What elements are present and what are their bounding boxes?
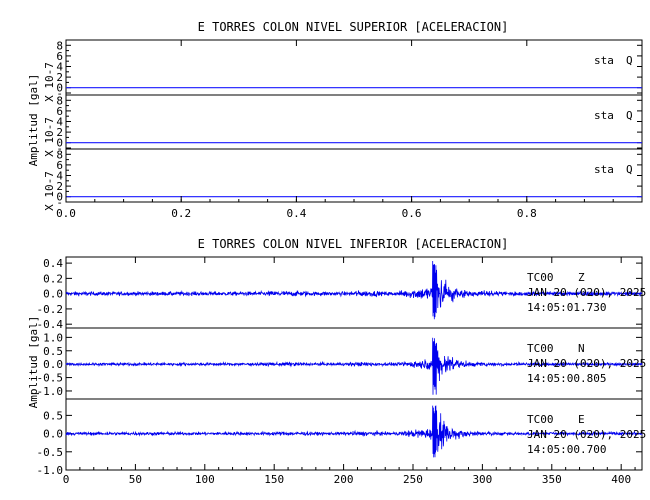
bottom-y-tick-label: 0.0	[43, 358, 63, 371]
top-trace-station-label: sta	[594, 163, 614, 176]
top-y-tick-label: 6	[56, 105, 63, 118]
top-scale-label: X 10-7	[43, 171, 56, 211]
bottom-x-tick-label: 250	[403, 473, 423, 486]
top-y-tick-label: 8	[56, 39, 63, 52]
top-trace-channel-label: Q	[626, 54, 633, 67]
bottom-x-tick-label: 50	[129, 473, 142, 486]
top-y-tick-label: -	[56, 87, 63, 100]
top-y-tick-label: 4	[56, 61, 63, 74]
top-x-tick-label: 0.4	[286, 207, 306, 220]
top-y-tick-label: 0	[56, 137, 63, 150]
bottom-y-tick-label: -1.0	[37, 385, 64, 398]
bottom-y-tick-label: -1.0	[37, 464, 64, 477]
bottom-y-tick-label: 0.2	[43, 272, 63, 285]
top-y-tick-label: 8	[56, 94, 63, 107]
bottom-y-tick-label: 0.5	[43, 345, 63, 358]
bottom-trace-time: 14:05:00.805	[527, 372, 606, 385]
bottom-chart-title: E TORRES COLON NIVEL INFERIOR [ACELERACI…	[198, 237, 509, 251]
top-trace-channel-label: Q	[626, 163, 633, 176]
top-y-tick-label: 0	[56, 191, 63, 204]
top-y-tick-label: 8	[56, 148, 63, 161]
top-trace-station-label: sta	[594, 109, 614, 122]
top-y-tick-label: -	[56, 196, 63, 209]
top-trace-channel-label: Q	[626, 109, 633, 122]
top-x-tick-label: 0.2	[171, 207, 191, 220]
bottom-waveform-z	[65, 260, 643, 320]
top-chart-title: E TORRES COLON NIVEL SUPERIOR [ACELERACI…	[198, 20, 509, 34]
top-y-tick-label: 4	[56, 116, 63, 129]
bottom-x-tick-label: 0	[63, 473, 70, 486]
bottom-x-tick-label: 100	[195, 473, 215, 486]
top-y-tick-label: 6	[56, 50, 63, 63]
bottom-y-tick-label: -0.4	[37, 318, 64, 331]
top-trace-station-label: sta	[594, 54, 614, 67]
top-y-axis-label: Amplitud [gal]	[27, 74, 40, 167]
top-y-tick-label: 2	[56, 71, 63, 84]
bottom-y-tick-label: -0.2	[37, 303, 64, 316]
bottom-x-tick-label: 350	[542, 473, 562, 486]
top-scale-label: X 10-7	[43, 117, 56, 157]
bottom-x-tick-label: 300	[472, 473, 492, 486]
bottom-x-tick-label: 150	[264, 473, 284, 486]
top-y-tick-label: -	[56, 142, 63, 155]
top-x-tick-label: 0.6	[402, 207, 422, 220]
bottom-trace-channel: Z	[578, 271, 585, 284]
bottom-y-tick-label: -0.5	[37, 372, 64, 385]
bottom-y-tick-label: 1.0	[43, 331, 63, 344]
bottom-y-tick-label: 0.0	[43, 288, 63, 301]
bottom-trace-date: JAN 20 (020), 2025	[527, 286, 646, 299]
top-y-tick-label: 6	[56, 159, 63, 172]
bottom-trace-channel: E	[578, 413, 585, 426]
bottom-y-tick-label: 0.5	[43, 409, 63, 422]
bottom-y-axis-label: Amplitud [gal]	[27, 316, 40, 409]
bottom-trace-date: JAN 20 (020), 2025	[527, 428, 646, 441]
top-chart-frame	[65, 39, 643, 203]
bottom-trace-channel: N	[578, 342, 585, 355]
top-x-tick-label: 0.0	[56, 207, 76, 220]
bottom-y-tick-label: -0.5	[37, 446, 64, 459]
bottom-y-tick-label: 0.0	[43, 428, 63, 441]
bottom-trace-time: 14:05:00.700	[527, 443, 606, 456]
bottom-trace-station: TC00	[527, 413, 554, 426]
top-y-tick-label: 0	[56, 82, 63, 95]
top-y-tick-label: 2	[56, 180, 63, 193]
bottom-y-tick-label: 0.4	[43, 257, 63, 270]
bottom-x-tick-label: 200	[334, 473, 354, 486]
top-scale-label: X 10-7	[43, 62, 56, 102]
top-x-tick-label: 0.8	[517, 207, 537, 220]
bottom-x-tick-label: 400	[611, 473, 631, 486]
top-y-tick-label: 2	[56, 126, 63, 139]
bottom-trace-date: JAN 20 (020), 2025	[527, 357, 646, 370]
bottom-trace-time: 14:05:01.730	[527, 301, 606, 314]
bottom-trace-station: TC00	[527, 342, 554, 355]
bottom-waveform-e	[65, 405, 643, 458]
bottom-waveform-n	[65, 337, 643, 395]
top-y-tick-label: 4	[56, 170, 63, 183]
bottom-trace-station: TC00	[527, 271, 554, 284]
